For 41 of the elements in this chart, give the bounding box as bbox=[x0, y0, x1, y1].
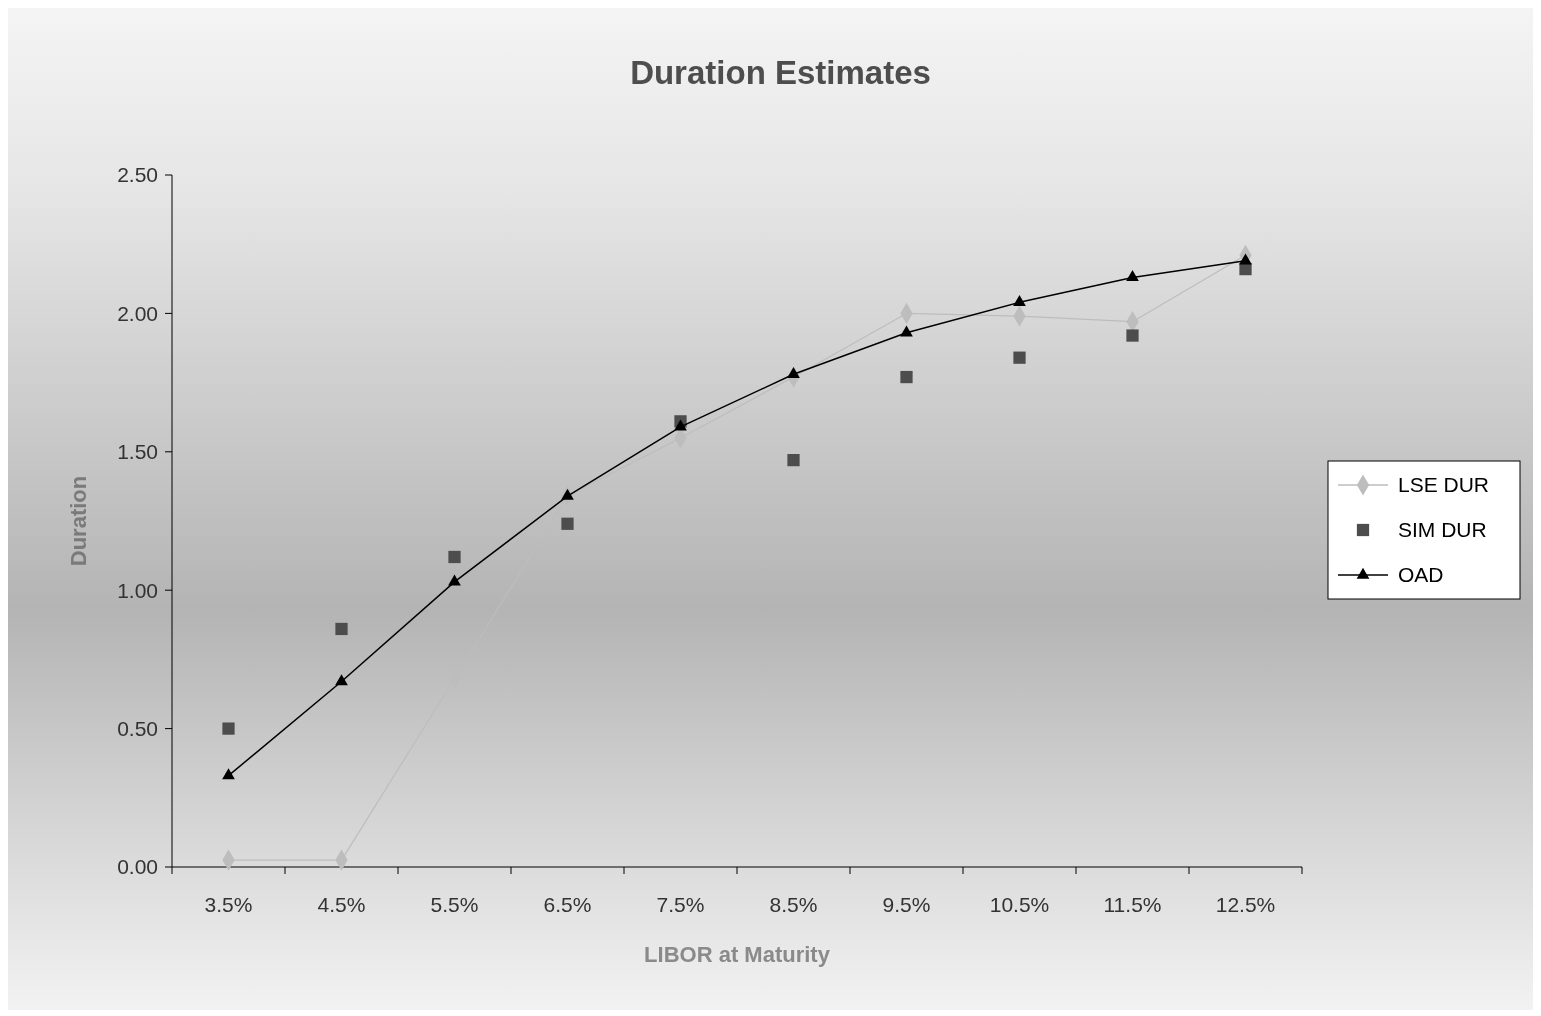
point bbox=[561, 488, 574, 500]
point bbox=[335, 622, 348, 636]
x-tick-label: 8.5% bbox=[769, 893, 818, 916]
point bbox=[787, 453, 800, 467]
x-tick-label: 11.5% bbox=[1103, 893, 1162, 916]
y-tick-label: 1.00 bbox=[117, 578, 158, 602]
point bbox=[335, 674, 348, 686]
x-tick-label: 9.5% bbox=[882, 893, 931, 916]
y-tick-label: 0.00 bbox=[117, 855, 158, 879]
legend-label: LSE DUR bbox=[1398, 473, 1490, 497]
y-tick-label: 2.00 bbox=[117, 301, 158, 325]
chart-title: Duration Estimates bbox=[630, 54, 931, 91]
x-tick-label: 4.5% bbox=[317, 893, 366, 916]
point bbox=[900, 370, 913, 384]
x-tick-label: 6.5% bbox=[543, 893, 592, 916]
y-axis-title: Duration bbox=[66, 475, 91, 567]
y-tick-label: 0.50 bbox=[117, 716, 158, 740]
point bbox=[561, 517, 574, 530]
point bbox=[1126, 270, 1139, 282]
point bbox=[1239, 253, 1252, 265]
point bbox=[448, 574, 461, 586]
point bbox=[674, 419, 687, 431]
point bbox=[1126, 329, 1139, 342]
point bbox=[900, 325, 913, 337]
point bbox=[1239, 262, 1252, 276]
legend-label: SIM DUR bbox=[1398, 518, 1487, 542]
y-tick-label: 2.50 bbox=[117, 163, 158, 187]
point bbox=[448, 550, 461, 564]
x-tick-label: 12.5% bbox=[1215, 893, 1276, 916]
point bbox=[1013, 294, 1026, 306]
y-tick-label: 1.50 bbox=[117, 440, 158, 464]
x-tick-label: 5.5% bbox=[430, 893, 479, 916]
x-tick-label: 3.5% bbox=[204, 893, 253, 916]
point bbox=[222, 768, 235, 780]
point bbox=[787, 366, 800, 378]
x-tick-label: 10.5% bbox=[989, 893, 1050, 916]
x-tick-label: 7.5% bbox=[656, 893, 705, 916]
legend-label: OAD bbox=[1398, 563, 1444, 587]
point bbox=[222, 722, 235, 735]
x-axis-title: LIBOR at Maturity bbox=[644, 942, 831, 967]
point bbox=[1013, 351, 1026, 364]
